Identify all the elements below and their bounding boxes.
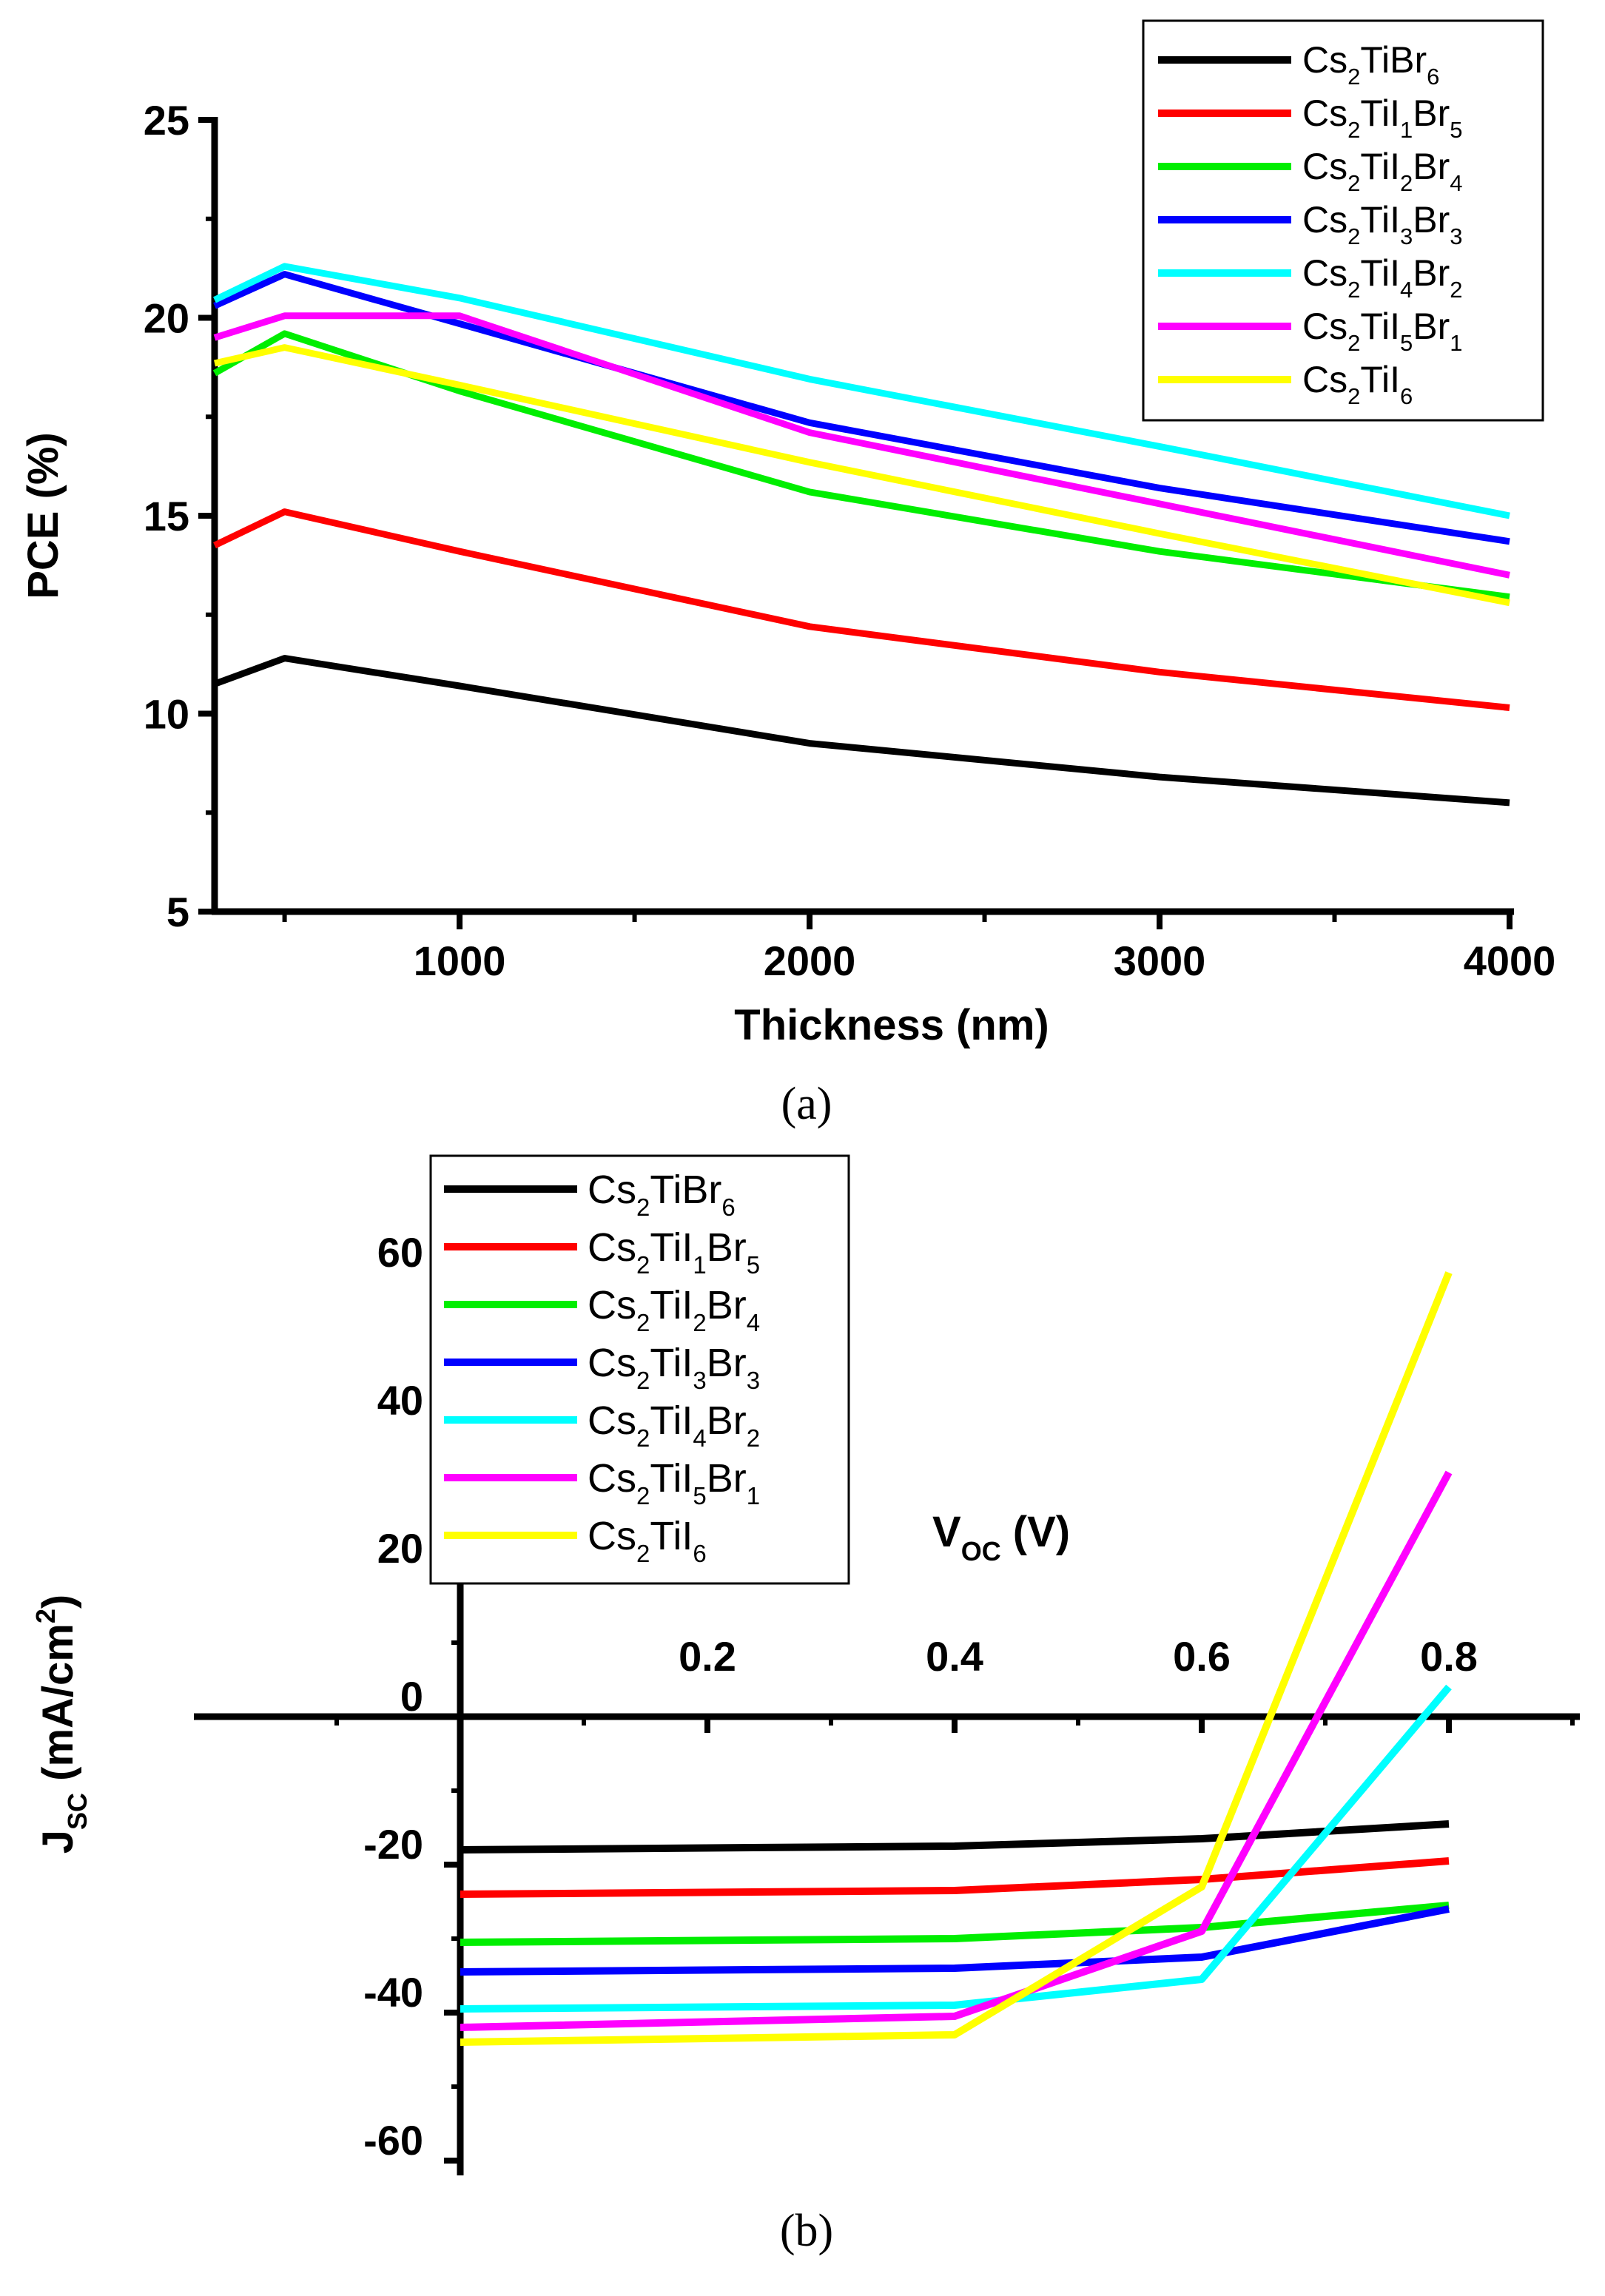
y-tick-label-25: 25 (144, 97, 189, 144)
y-tick-label--20: -20 (363, 1821, 423, 1868)
y-tick-label-10: 10 (144, 691, 189, 738)
series-line-Cs2TiI4Br2 (460, 1684, 1452, 2013)
legend-label-Cs2TiI3Br3: Cs2TiI3Br3 (588, 1341, 760, 1394)
y-tick-label-20: 20 (377, 1525, 423, 1572)
series-line-Cs2TiBr6 (460, 1820, 1450, 1854)
series-line-Cs2TiI5Br1 (213, 312, 1510, 579)
y-tick-label-5: 5 (166, 889, 189, 935)
x-axis-title: VOC (V) (932, 1508, 1070, 1566)
caption-b: (b) (780, 2206, 833, 2256)
x-tick-label-0.4: 0.4 (926, 1633, 983, 1680)
y-tick-label-20: 20 (144, 295, 189, 342)
legend-box (429, 1154, 850, 1585)
x-tick-label-0.6: 0.6 (1173, 1633, 1231, 1680)
legend: Cs2TiBr6Cs2TiI1Br5Cs2TiI2Br4Cs2TiI3Br3Cs… (1142, 19, 1544, 422)
series-line-Cs2TiI2Br4 (460, 1902, 1450, 1946)
x-tick-label-4000: 4000 (1464, 937, 1556, 984)
y-tick-label--40: -40 (363, 1969, 423, 2016)
x-axis-title: Thickness (nm) (734, 1001, 1049, 1049)
series-line-Cs2TiI6 (214, 344, 1510, 607)
legend-label-Cs2TiI6: Cs2TiI6 (1302, 359, 1413, 409)
y-tick-label--60: -60 (363, 2117, 423, 2164)
y-axis-title: JSC (mA/cm2) (30, 1595, 92, 1854)
y-tick-label-40: 40 (377, 1377, 423, 1424)
legend-label-Cs2TiI2Br4: Cs2TiI2Br4 (1302, 146, 1463, 196)
y-tick-label-60: 60 (377, 1229, 423, 1276)
x-tick-label-0.2: 0.2 (679, 1633, 736, 1680)
series-line-Cs2TiI1Br5 (213, 508, 1510, 711)
series-line-Cs2TiI5Br1 (460, 1470, 1453, 2031)
legend-label-Cs2TiI4Br2: Cs2TiI4Br2 (1302, 252, 1463, 303)
series-line-Cs2TiI4Br2 (213, 263, 1510, 519)
series-line-Cs2TiI6 (460, 1271, 1453, 2046)
y-axis-title: PCE (%) (19, 432, 67, 599)
series-line-Cs2TiI1Br5 (460, 1857, 1450, 1898)
chart-a: 5 10 15 20 25 1000 2000 3000 4000 Thickness (nm) P… (19, 19, 1556, 1129)
x-tick-label-1000: 1000 (414, 937, 506, 984)
legend: Cs2TiBr6Cs2TiI1Br5Cs2TiI2Br4Cs2TiI3Br3Cs… (429, 1154, 850, 1585)
legend-label-Cs2TiI2Br4: Cs2TiI2Br4 (588, 1283, 760, 1336)
legend-label-Cs2TiI1Br5: Cs2TiI1Br5 (588, 1225, 760, 1279)
legend-label-Cs2TiI3Br3: Cs2TiI3Br3 (1302, 199, 1463, 249)
legend-label-Cs2TiI4Br2: Cs2TiI4Br2 (588, 1398, 760, 1452)
x-tick-label-0.8: 0.8 (1420, 1633, 1478, 1680)
legend-label-Cs2TiI1Br5: Cs2TiI1Br5 (1302, 92, 1463, 143)
x-tick-label-2000: 2000 (764, 937, 856, 984)
legend-label-Cs2TiI6: Cs2TiI6 (588, 1514, 707, 1567)
legend-label-Cs2TiI5Br1: Cs2TiI5Br1 (588, 1456, 760, 1509)
series-line-Cs2TiBr6 (213, 655, 1510, 807)
legend-label-Cs2TiI5Br1: Cs2TiI5Br1 (1302, 306, 1463, 356)
y-tick-label-15: 15 (144, 493, 189, 539)
legend-label-Cs2TiBr6: Cs2TiBr6 (1302, 39, 1439, 90)
series-line-Cs2TiI2Br4 (212, 330, 1510, 601)
caption-a: (a) (781, 1079, 832, 1129)
y-tick-label-0: 0 (400, 1673, 423, 1720)
legend-label-Cs2TiBr6: Cs2TiBr6 (588, 1168, 736, 1221)
x-tick-label-3000: 3000 (1114, 937, 1206, 984)
chart-b: -60 -40 -20 0 20 40 60 0.2 0.4 0.6 0.8 VOC (V) JSC (… (30, 1154, 1580, 2256)
